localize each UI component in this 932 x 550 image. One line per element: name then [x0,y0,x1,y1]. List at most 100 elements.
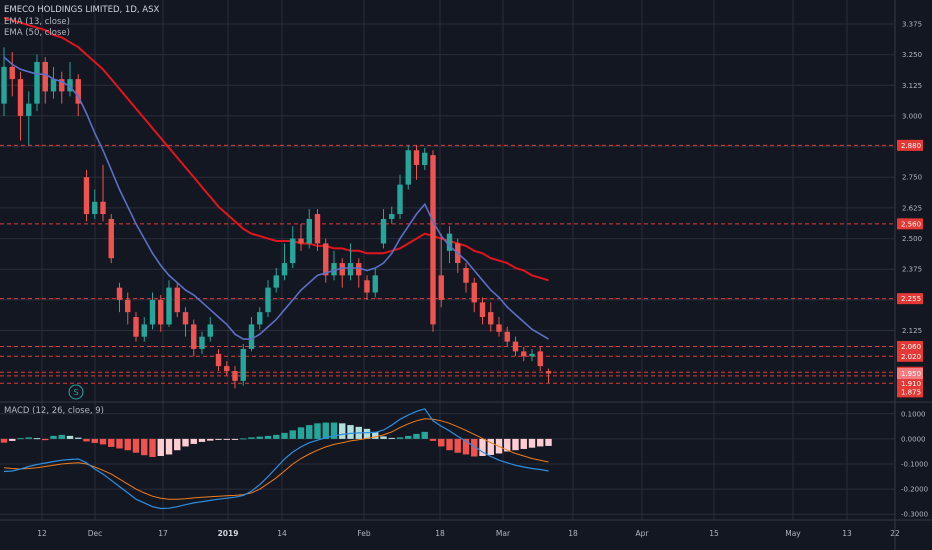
histogram-bar [347,425,354,439]
histogram-bar [223,438,230,440]
current-price-tag-text: 1.950 [901,370,921,378]
histogram-bar [512,438,519,451]
candle-body [496,324,502,332]
macd-legend[interactable]: MACD (12, 26, close, 9) [4,406,104,416]
candle-body [314,214,321,244]
histogram-bar [165,438,173,455]
candle-body [422,152,428,165]
time-tick-label: 15 [709,529,719,538]
histogram-bar [314,423,321,439]
macd-tick-label: 0.0000 [901,435,926,443]
candle [257,307,263,330]
level-tag-bg [897,218,923,230]
candle [314,209,321,251]
candle-body [75,79,81,104]
candle-body [389,214,395,219]
ema13-legend[interactable]: EMA (13, close) [4,17,70,27]
histogram-bar [231,438,239,440]
candle [149,292,156,330]
histogram-bar [182,438,189,447]
histogram-bar [306,425,313,439]
candle [248,317,255,352]
candle-body [240,348,246,381]
horizontal-level-lines [0,144,895,384]
histogram-bar [240,438,247,440]
histogram-bar [75,437,82,439]
macd-axis[interactable]: 0.1000 0.0000 -0.1000 -0.2000 -0.3000 [901,410,928,518]
candle-body [158,299,164,325]
time-tick-label: 13 [842,529,852,538]
candle [364,275,370,300]
level-tag-bg [897,340,923,352]
histogram-bar [132,438,140,453]
candle-body [479,302,486,318]
price-axis[interactable]: 3.3753.2503.1253.0002.8752.7502.6252.500… [897,20,923,398]
level-tag-bg [897,377,923,389]
histogram-bar [50,435,57,439]
histogram-bar [174,438,181,451]
time-tick-label: 17 [158,529,168,538]
time-tick-label: 12 [37,529,47,538]
candle-body [545,371,552,374]
candle [356,258,362,288]
histogram-bar [124,438,131,451]
candle-body [512,341,519,352]
candle-body [446,233,453,251]
histogram-bar [281,432,288,439]
candle [240,344,246,386]
price-tick-label: 2.125 [902,327,922,335]
candle [42,57,48,104]
histogram-bar [116,438,123,449]
candle [166,280,172,327]
candle-body [364,280,370,293]
current-price-tag-bg [897,367,923,379]
symbol-title[interactable]: EMECO HOLDINGS LIMITED, 1D, ASX [4,5,160,15]
candle [347,243,354,281]
bottom-level-tag-text: 1.875 [901,388,921,396]
candle-body [182,312,189,325]
price-tick-label: 3.375 [902,20,922,28]
time-axis[interactable]: 12 Dec 17 2019 14 Feb 18 Mar 18 Apr 15 May 13 22 [37,529,900,538]
candle [323,238,329,283]
histogram-bar [289,430,296,439]
histogram-bar [273,434,280,439]
candle [430,150,436,332]
candle-body [207,324,213,337]
histogram-bar [380,436,387,439]
histogram-bar [297,427,305,439]
level-tag: 1.910 [897,377,923,389]
candle [182,307,189,337]
histogram-bar [141,438,148,456]
candle-body [92,201,98,215]
candle-body [42,61,48,92]
candle [83,169,90,222]
macd-histogram [0,422,552,457]
candle-body [116,287,123,300]
level-tag: 2.020 [897,350,923,362]
level-tag-bg [897,139,923,151]
candle-body [224,366,230,372]
bottom-level-tag: 1.875 [897,386,923,398]
ema50-legend[interactable]: EMA (50, close) [4,28,70,38]
candle-body [488,312,494,325]
candle-body [430,155,436,325]
candle-body [199,336,205,349]
candle [50,66,57,99]
price-tick-label: 3.125 [902,82,922,90]
s-marker[interactable]: S [68,384,84,400]
candlestick-series [1,47,552,389]
histogram-bar [108,438,115,447]
candle [397,174,403,219]
histogram-bar [471,438,478,457]
ema13-line [3,56,549,340]
candle [331,250,337,281]
histogram-bar [388,437,395,439]
candle-body [1,66,7,104]
candle-body [67,79,73,92]
candle [422,147,428,170]
histogram-bar [0,438,8,443]
candle [100,164,106,222]
level-tag: 2.255 [897,293,923,305]
time-tick-label: 22 [890,529,900,538]
